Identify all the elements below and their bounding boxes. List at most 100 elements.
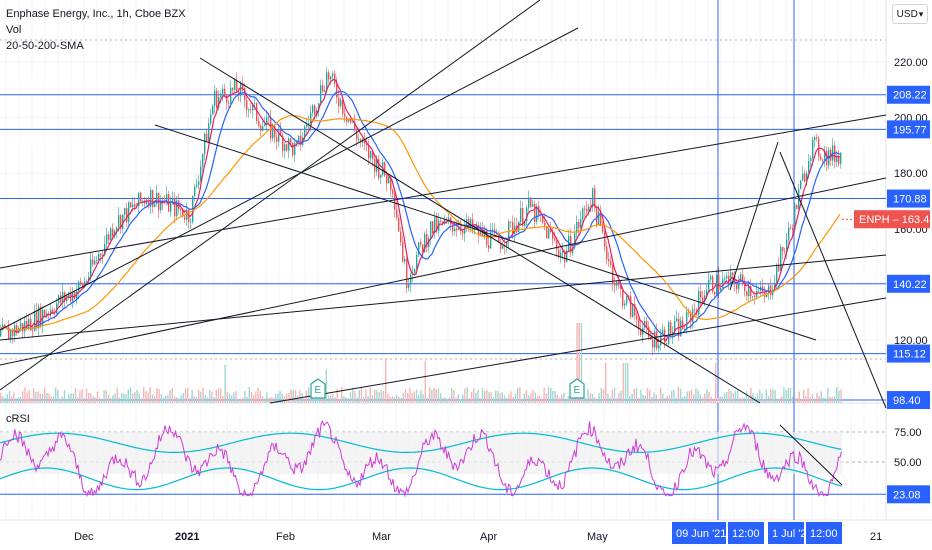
volume-bar xyxy=(706,389,708,403)
candle-body xyxy=(396,209,398,218)
volume-bar xyxy=(321,397,323,403)
volume-bar xyxy=(237,398,239,403)
candle-body xyxy=(608,259,610,262)
crsi-legend[interactable]: cRSI xyxy=(6,413,30,425)
candle-body xyxy=(560,252,562,257)
candle-body xyxy=(814,137,816,140)
candle-body xyxy=(788,227,790,240)
candle-body xyxy=(226,94,228,103)
volume-bar xyxy=(642,394,644,403)
candle-body xyxy=(334,73,336,84)
volume-bar xyxy=(446,398,448,403)
volume-bar xyxy=(242,397,244,403)
volume-bar xyxy=(462,394,464,403)
volume-legend[interactable]: Vol xyxy=(6,24,22,36)
candle-body xyxy=(674,321,676,332)
volume-bar xyxy=(514,393,517,403)
candle-body xyxy=(256,103,258,121)
volume-bar xyxy=(0,393,2,403)
candle-body xyxy=(820,156,822,160)
sma-legend[interactable]: 20-50-200-SMA xyxy=(6,40,84,52)
candle-body xyxy=(348,119,350,122)
volume-bar xyxy=(589,393,591,403)
volume-bar xyxy=(495,390,497,403)
time-highlight-box xyxy=(672,522,726,544)
volume-bar xyxy=(688,391,690,403)
volume-bar xyxy=(66,398,68,403)
volume-bar xyxy=(479,397,481,403)
candle-body xyxy=(782,247,784,252)
volume-bar xyxy=(191,390,193,403)
candle-body xyxy=(726,275,728,279)
volume-bar xyxy=(807,388,809,403)
volume-bar xyxy=(453,389,455,403)
candle-body xyxy=(642,327,644,335)
candle-body xyxy=(314,105,316,116)
volume-bar xyxy=(343,396,345,403)
candle-body xyxy=(146,201,148,204)
candle-body xyxy=(630,296,632,317)
candle-body xyxy=(582,208,584,220)
volume-bar xyxy=(156,388,158,403)
earnings-marker xyxy=(569,378,585,399)
candle-body xyxy=(824,150,826,161)
volume-bar xyxy=(336,388,338,403)
volume-bar xyxy=(8,391,11,403)
trend-line xyxy=(0,254,887,341)
candle-body xyxy=(554,238,556,241)
candle-body xyxy=(80,281,82,284)
candle-body xyxy=(776,264,778,283)
candle-body xyxy=(212,105,214,115)
volume-bar xyxy=(638,397,640,403)
volume-bar xyxy=(585,397,587,403)
volume-bar xyxy=(22,390,24,403)
candle-body xyxy=(552,231,554,239)
candle-body xyxy=(498,233,500,243)
candle-body xyxy=(822,159,824,161)
volume-bar xyxy=(15,398,17,403)
candle-body xyxy=(292,142,294,156)
candle-body xyxy=(618,281,620,286)
volume-bar xyxy=(347,397,349,403)
volume-bar xyxy=(805,395,807,403)
volume-bar xyxy=(143,387,145,403)
currency-button[interactable]: USD ▾ xyxy=(892,4,928,24)
volume-bar xyxy=(486,389,488,403)
volume-bar xyxy=(19,396,22,403)
volume-bar xyxy=(369,387,371,403)
volume-bar xyxy=(400,397,402,403)
volume-bar xyxy=(125,394,127,403)
candle-body xyxy=(102,255,104,257)
volume-bar xyxy=(112,395,114,403)
volume-bar xyxy=(433,387,435,403)
candle-body xyxy=(386,175,388,184)
candle-body xyxy=(112,228,114,237)
candle-body xyxy=(20,323,22,329)
volume-bar xyxy=(404,388,407,403)
volume-bar xyxy=(101,398,103,403)
candle-body xyxy=(130,202,132,208)
volume-bar xyxy=(701,397,704,403)
price-level-tag-label: 140.22 xyxy=(893,279,927,291)
volume-bar xyxy=(356,397,358,403)
candle-body xyxy=(84,281,86,287)
candle-body xyxy=(728,275,730,285)
volume-bar xyxy=(739,398,741,403)
candle-body xyxy=(746,291,748,297)
candle-body xyxy=(420,242,422,245)
candle-body xyxy=(598,211,600,225)
volume-bar xyxy=(325,368,327,403)
candle-body xyxy=(312,105,314,113)
volume-bar xyxy=(209,390,211,403)
candle-body xyxy=(780,247,782,271)
currency-label: USD xyxy=(896,8,918,20)
candle-body xyxy=(240,83,242,96)
chart-title[interactable]: Enphase Energy, Inc., 1h, Cboe BZX xyxy=(6,8,186,20)
volume-bar xyxy=(712,398,715,403)
candle-body xyxy=(324,90,326,92)
trend-line xyxy=(0,0,541,391)
candle-body xyxy=(326,72,328,91)
volume-bar xyxy=(695,388,697,403)
